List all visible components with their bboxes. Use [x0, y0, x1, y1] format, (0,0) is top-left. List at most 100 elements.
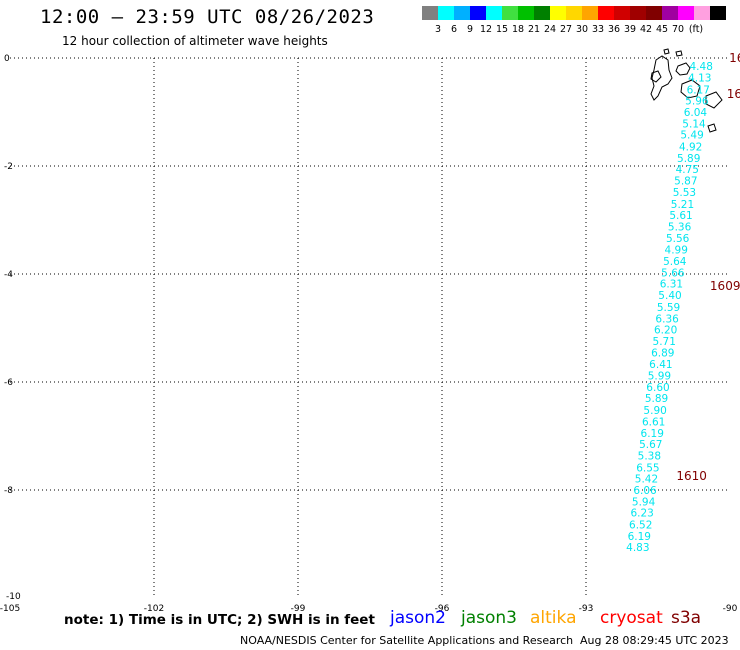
- wave-height-value: 5.66: [661, 267, 685, 279]
- lon-tick-label: -90: [723, 604, 738, 614]
- wave-height-value: 5.89: [677, 153, 700, 165]
- wave-height-value: 4.99: [665, 245, 688, 257]
- wave-height-value: 4.75: [676, 164, 699, 176]
- wave-height-value: 6.04: [684, 107, 708, 119]
- wave-height-value: 5.42: [635, 474, 658, 486]
- wave-height-value: 6.31: [660, 279, 683, 291]
- lon-tick-label: -96: [435, 604, 450, 614]
- wave-height-value: 5.21: [671, 199, 694, 211]
- scale-swatch: [486, 6, 502, 20]
- credit-text: NOAA/NESDIS Center for Satellite Applica…: [240, 634, 574, 647]
- wave-height-track: 4.484.136.175.966.045.145.494.925.894.75…: [626, 61, 713, 554]
- legend-altika: altika: [530, 608, 577, 628]
- scale-swatch: [422, 6, 438, 20]
- scale-swatch: [678, 6, 694, 20]
- lat-lon-grid: [10, 57, 730, 598]
- galapagos-islands: [650, 48, 723, 133]
- scale-label: 18: [512, 24, 524, 35]
- scale-label: 6: [451, 24, 457, 35]
- lat-tick-label: -10: [6, 592, 21, 602]
- island-santa-cruz: [680, 79, 701, 99]
- wave-height-value: 4.48: [690, 61, 713, 73]
- scale-swatch: [662, 6, 678, 20]
- scale-swatch: [438, 6, 454, 20]
- lon-tick-label: -102: [144, 604, 164, 614]
- lon-tick-label: -105: [0, 604, 20, 614]
- scale-swatch: [502, 6, 518, 20]
- lat-tick-label: -4: [4, 270, 13, 280]
- scale-label: 27: [560, 24, 572, 35]
- island-floreana: [707, 123, 717, 133]
- scale-swatch: [694, 6, 710, 20]
- scale-swatch: [566, 6, 582, 20]
- wave-height-value: 5.36: [668, 221, 692, 233]
- wave-height-value: 6.20: [654, 325, 677, 337]
- legend-s3a: s3a: [671, 608, 702, 628]
- wave-height-value: 5.67: [639, 439, 662, 451]
- map-subtitle: 12 hour collection of altimeter wave hei…: [62, 34, 328, 48]
- wave-height-value: 5.14: [682, 118, 706, 130]
- wave-height-value: 5.99: [648, 371, 671, 383]
- wave-height-value: 6.36: [655, 313, 679, 325]
- wave-height-value: 6.41: [649, 359, 672, 371]
- axis-tick-labels: -105 -102 -99 -96 -93 -90 0 -2 -4 -6 -8 -10: [0, 54, 738, 614]
- scale-swatch: [534, 6, 550, 20]
- wave-height-value: 5.71: [653, 336, 676, 348]
- wave-height-value: 5.61: [669, 210, 692, 222]
- island-fernandina: [650, 70, 662, 83]
- scale-swatch: [614, 6, 630, 20]
- wave-height-value: 4.13: [688, 72, 711, 84]
- scale-swatch: [646, 6, 662, 20]
- scale-swatch: [710, 6, 726, 20]
- wave-height-value: 5.53: [673, 187, 696, 199]
- scale-label: 12: [480, 24, 492, 35]
- lon-tick-label: -93: [579, 604, 594, 614]
- map-title: 12:00 — 23:59 UTC 08/26/2023: [40, 6, 375, 28]
- wave-height-value: 5.89: [645, 393, 668, 405]
- footnote: note: 1) Time is in UTC; 2) SWH is in fe…: [64, 612, 375, 628]
- wave-height-value: 6.17: [687, 84, 710, 96]
- wave-height-value: 6.06: [633, 485, 657, 497]
- wave-height-value: 5.59: [657, 302, 680, 314]
- island-isabela: [650, 55, 673, 101]
- wave-height-value: 6.52: [629, 520, 652, 532]
- wave-height-value: 5.94: [632, 496, 656, 508]
- wave-height-value: 5.87: [674, 176, 697, 188]
- wave-height-value: 5.56: [666, 233, 690, 245]
- island-pinta: [663, 48, 670, 55]
- scale-unit: (ft): [689, 24, 703, 35]
- legend-jason3: jason3: [461, 608, 517, 628]
- legend-cryosat: cryosat: [600, 608, 663, 628]
- wave-height-value: 4.83: [626, 542, 649, 554]
- wave-height-value: 6.55: [636, 462, 659, 474]
- scale-swatch: [550, 6, 566, 20]
- scale-label: 30: [576, 24, 588, 35]
- color-scale: 3 6 9 12 15 18 21 24 27 30 33 36 39 42 45 70 (ft): [422, 6, 726, 35]
- wave-height-value: 6.19: [628, 531, 651, 543]
- wave-height-value: 6.60: [646, 382, 669, 394]
- wave-height-value: 5.49: [680, 130, 703, 142]
- wave-height-value: 6.89: [651, 347, 674, 359]
- scale-swatch: [518, 6, 534, 20]
- time-marker: 1610: [676, 469, 707, 483]
- scale-label: 45: [656, 24, 668, 35]
- scale-label: 24: [544, 24, 556, 35]
- wave-height-value: 4.92: [679, 142, 702, 154]
- wave-height-value: 5.64: [663, 256, 687, 268]
- lat-tick-label: -6: [4, 378, 13, 388]
- scale-label: 39: [624, 24, 636, 35]
- legend-jason2: jason2: [390, 608, 446, 628]
- wave-height-value: 6.19: [641, 428, 664, 440]
- island-marchena: [675, 50, 683, 57]
- scale-label: 33: [592, 24, 604, 35]
- scale-label: 15: [496, 24, 508, 35]
- scale-label: 9: [467, 24, 473, 35]
- island-san-cristobal: [705, 91, 723, 109]
- wave-height-value: 5.96: [685, 96, 709, 108]
- scale-label: 3: [435, 24, 441, 35]
- wave-height-value: 6.61: [642, 416, 665, 428]
- island-santiago: [675, 62, 691, 76]
- wave-height-value: 5.90: [643, 405, 666, 417]
- wave-height-value: 6.23: [630, 508, 653, 520]
